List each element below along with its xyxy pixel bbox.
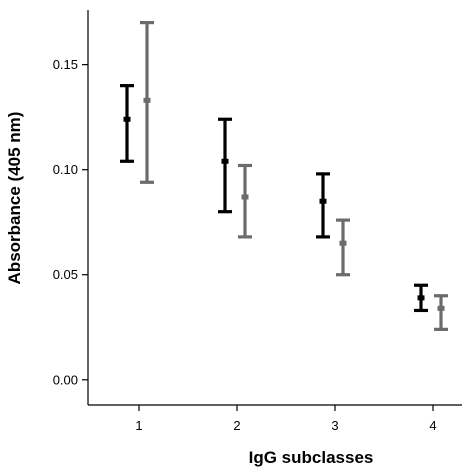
x-tick-label-2: 3 (331, 418, 338, 433)
data-point (143, 97, 151, 103)
errorbar-s1-c1 (120, 84, 134, 163)
errorbar-s2-c3 (336, 218, 350, 277)
x-tick-label-1: 2 (233, 418, 240, 433)
data-point (417, 295, 425, 301)
data-point (241, 194, 249, 200)
data-point (123, 116, 131, 122)
errorbar-s1-c3 (316, 172, 330, 239)
x-axis-title: IgG subclasses (249, 448, 374, 467)
errorbar-s2-c1 (140, 21, 154, 184)
x-tick-label-3: 4 (429, 418, 436, 433)
data-point (437, 305, 445, 311)
y-tick-label-2: 0.10 (53, 162, 78, 177)
error-bars (120, 21, 448, 331)
y-tick-label-1: 0.05 (53, 267, 78, 282)
errorbar-s2-c4 (434, 294, 448, 331)
data-point (339, 240, 347, 246)
y-axis-title: Absorbance (405 nm) (5, 112, 24, 285)
data-point (319, 198, 327, 204)
data-point (221, 158, 229, 164)
x-tick-label-0: 1 (135, 418, 142, 433)
axes (87, 10, 462, 406)
y-tick-label-0: 0.00 (53, 372, 78, 387)
y-tick-label-3: 0.15 (53, 57, 78, 72)
x-ticks: 1 2 3 4 (135, 405, 437, 433)
errorbar-s2-c2 (238, 163, 252, 239)
errorbar-s1-c2 (218, 117, 232, 214)
y-ticks: 0.00 0.05 0.10 0.15 (53, 57, 88, 387)
errorbar-s1-c4 (414, 283, 428, 313)
